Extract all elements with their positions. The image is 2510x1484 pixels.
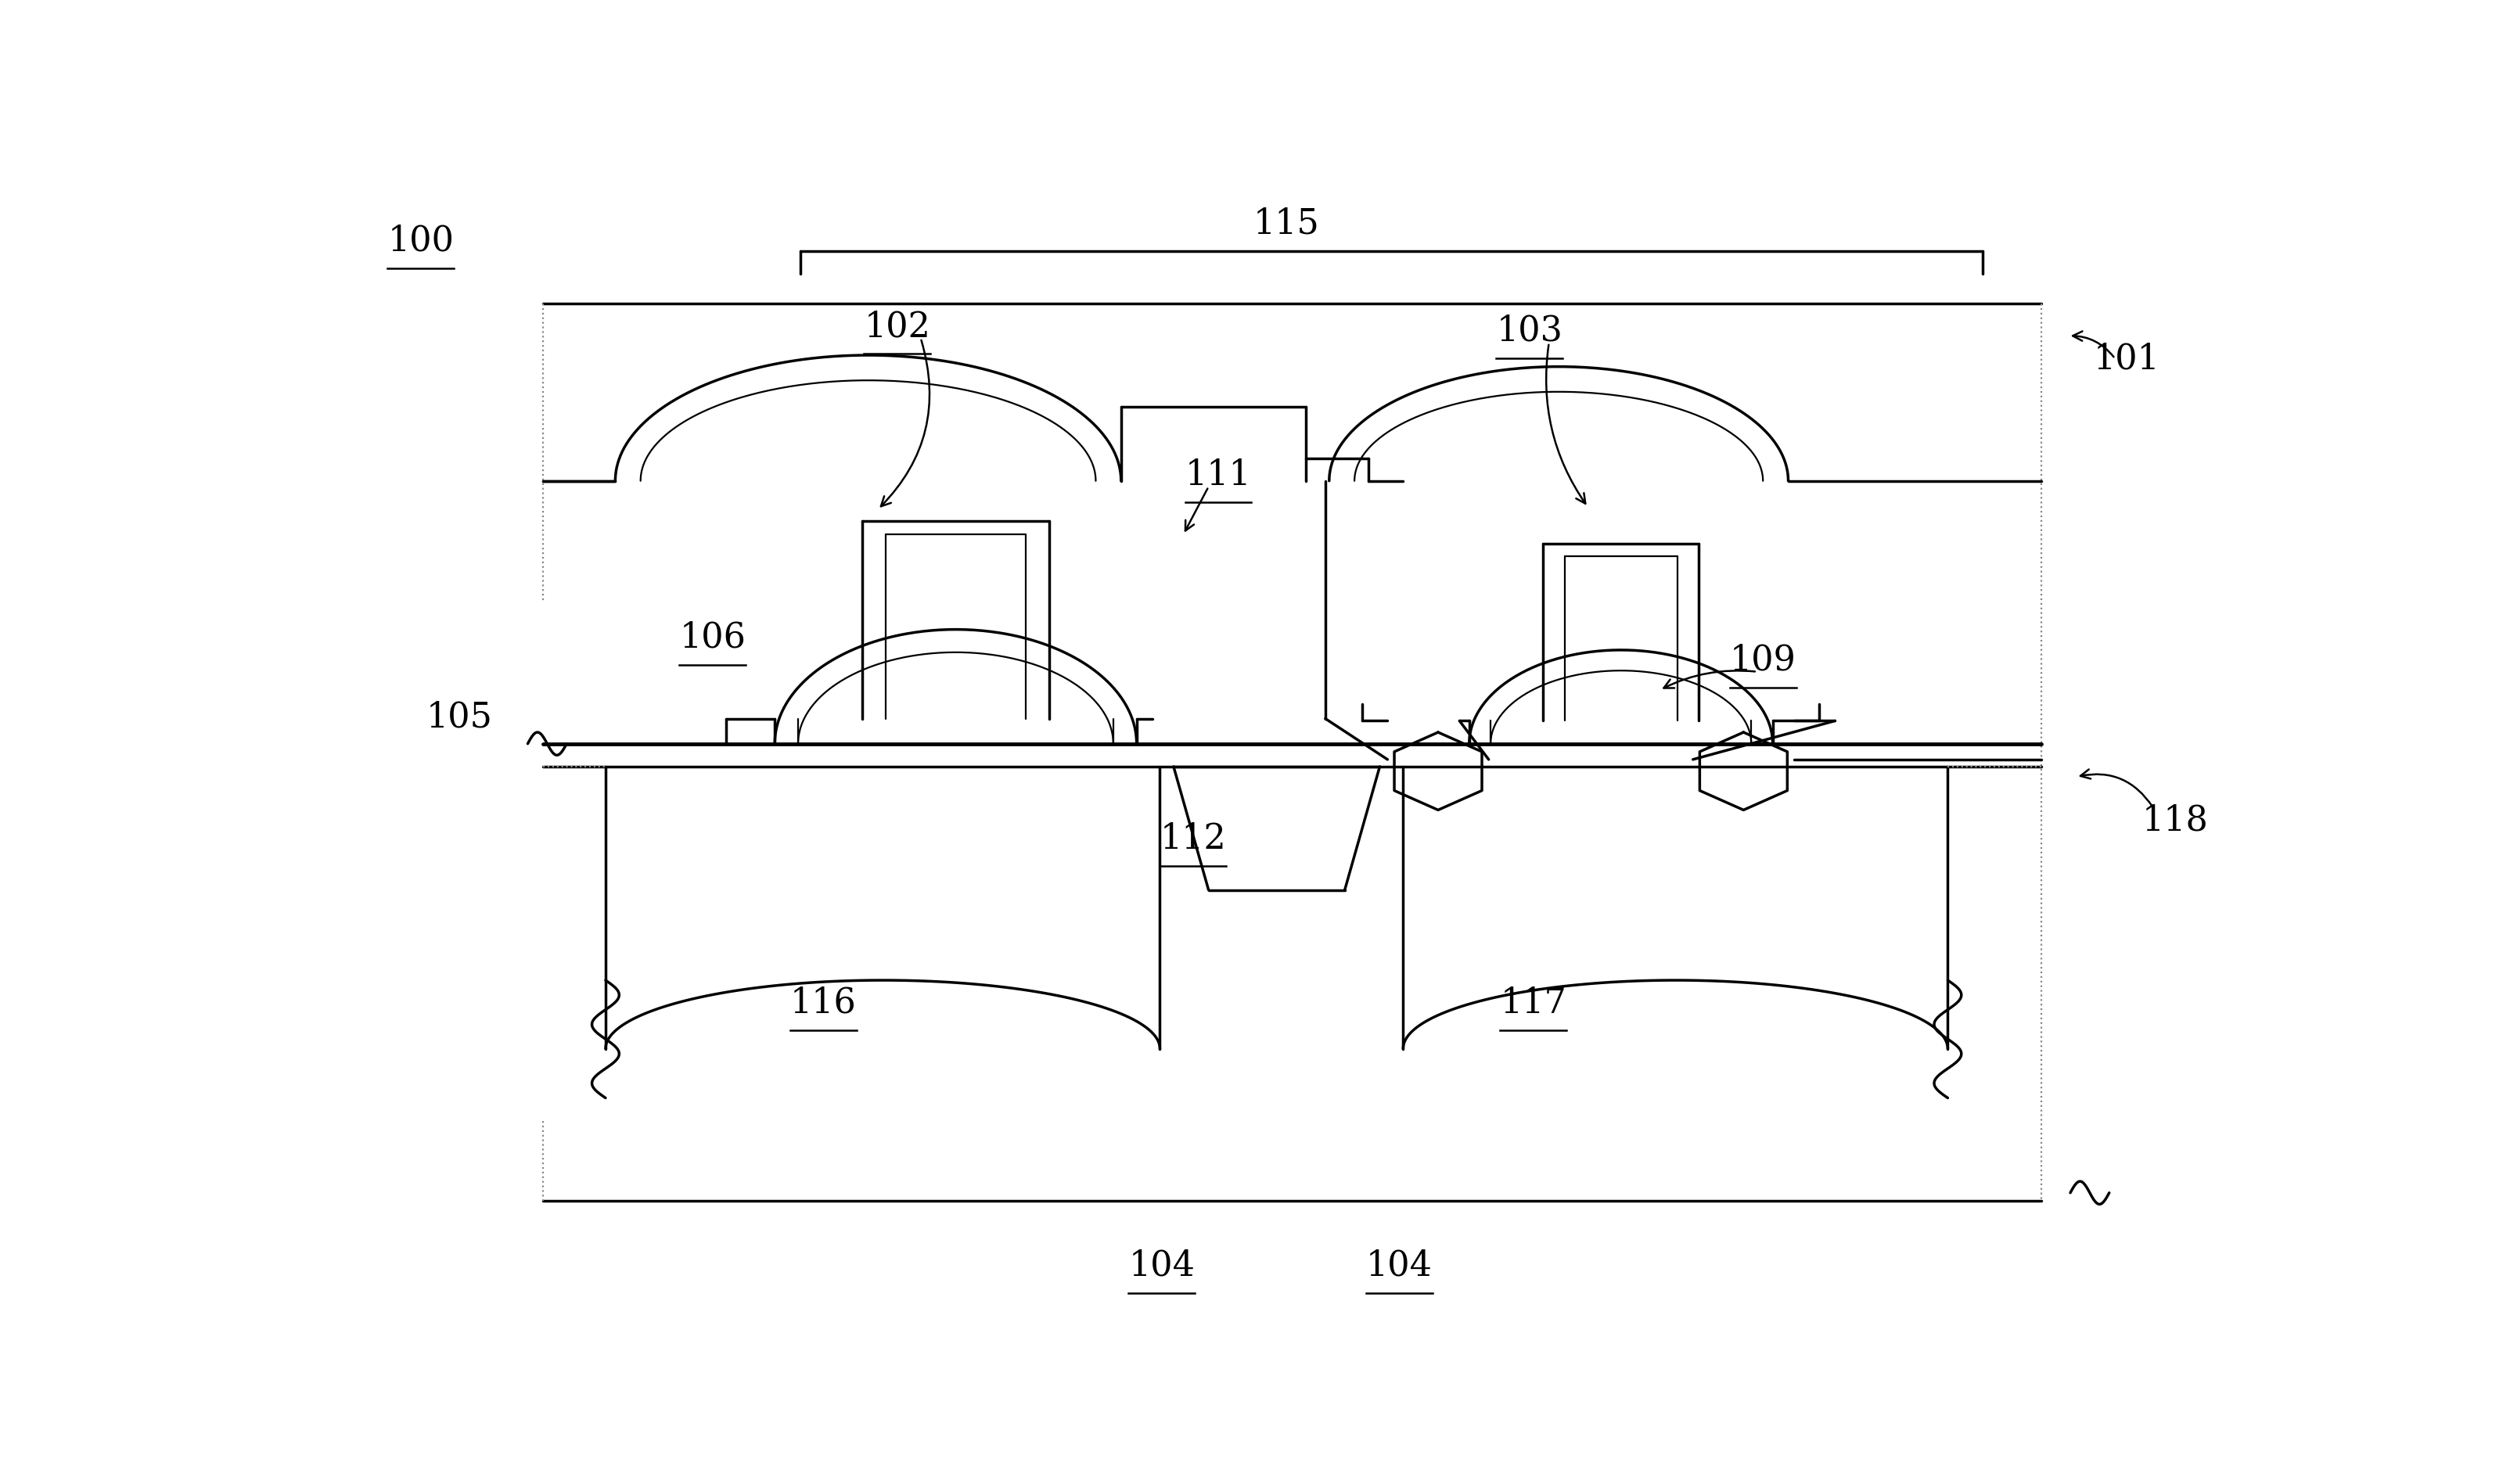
Text: 104: 104 bbox=[1365, 1250, 1433, 1282]
Text: 111: 111 bbox=[1185, 459, 1252, 493]
Text: 104: 104 bbox=[1130, 1250, 1195, 1282]
Text: 102: 102 bbox=[863, 310, 931, 343]
Text: 115: 115 bbox=[1252, 206, 1320, 240]
Text: 112: 112 bbox=[1160, 822, 1227, 855]
Text: 117: 117 bbox=[1501, 987, 1566, 1020]
Text: 106: 106 bbox=[680, 620, 745, 654]
Text: 100: 100 bbox=[387, 224, 454, 258]
Text: 105: 105 bbox=[427, 700, 492, 735]
Text: 101: 101 bbox=[2093, 341, 2161, 375]
Text: 118: 118 bbox=[2141, 803, 2209, 837]
Text: 109: 109 bbox=[1729, 644, 1797, 677]
Text: 103: 103 bbox=[1496, 315, 1564, 349]
Text: 116: 116 bbox=[791, 987, 856, 1020]
